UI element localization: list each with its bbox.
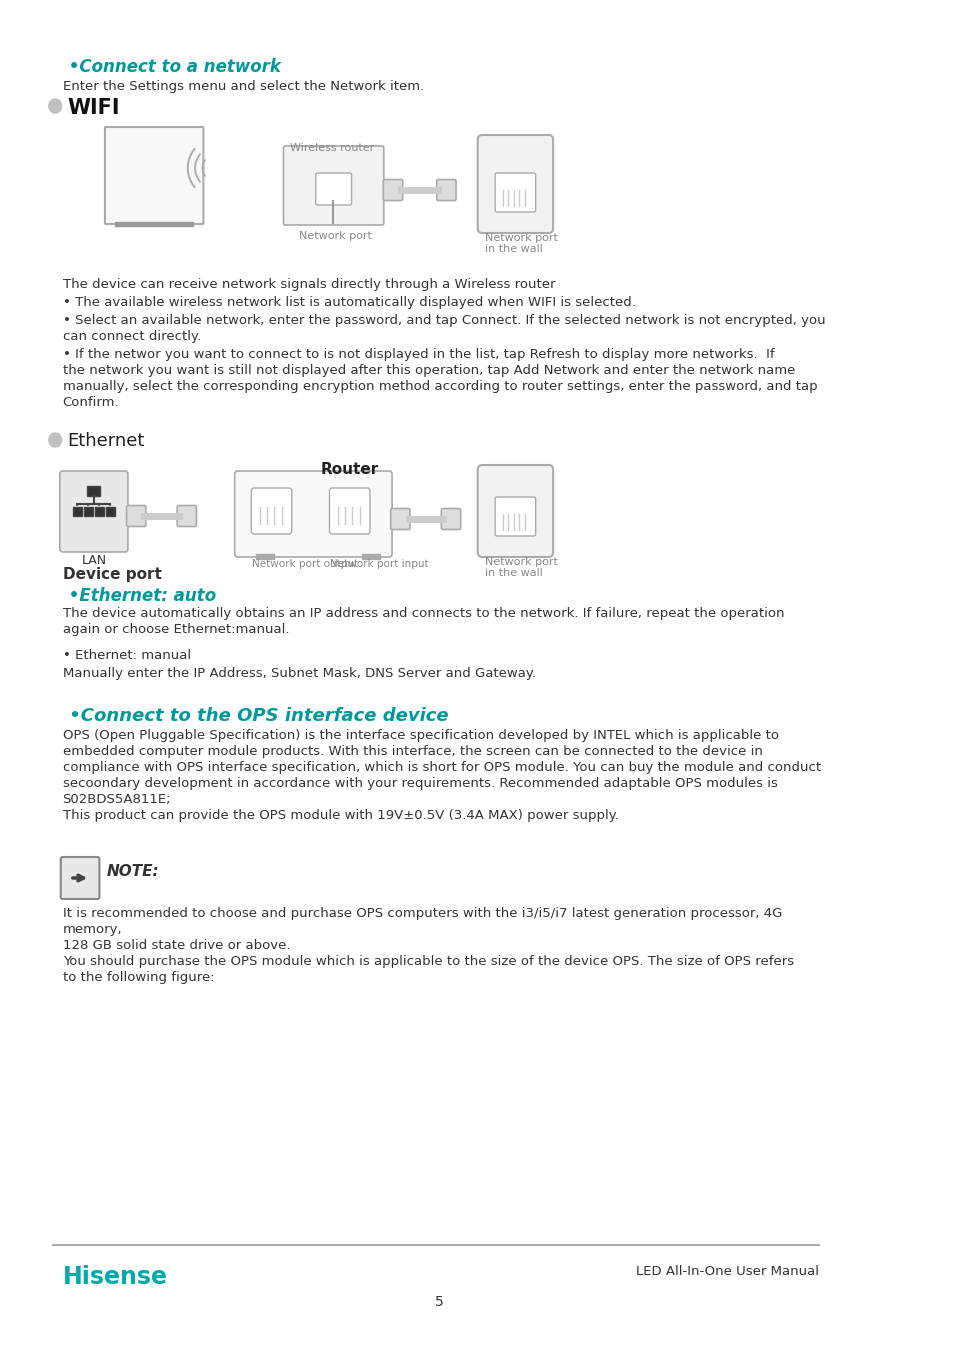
Text: LAN: LAN <box>81 554 107 568</box>
Text: •Connect to the OPS interface device: •Connect to the OPS interface device <box>63 706 448 725</box>
Text: in the wall: in the wall <box>484 568 542 578</box>
Bar <box>84 507 92 516</box>
FancyBboxPatch shape <box>477 135 553 233</box>
FancyBboxPatch shape <box>127 506 146 527</box>
FancyBboxPatch shape <box>329 488 370 534</box>
Text: can connect directly.: can connect directly. <box>63 330 200 342</box>
Text: secoondary development in accordance with your requirements. Recommended adaptab: secoondary development in accordance wit… <box>63 776 777 790</box>
Bar <box>106 507 115 516</box>
Text: •Connect to a network: •Connect to a network <box>63 58 280 75</box>
Text: • Ethernet: manual: • Ethernet: manual <box>63 648 191 662</box>
Text: • The available wireless network list is automatically displayed when WIFI is se: • The available wireless network list is… <box>63 297 635 309</box>
FancyBboxPatch shape <box>391 508 410 530</box>
FancyBboxPatch shape <box>383 179 402 201</box>
Text: Wireless router: Wireless router <box>290 143 374 154</box>
Text: Network port: Network port <box>484 557 558 568</box>
Text: Network port: Network port <box>484 233 558 243</box>
Text: •Ethernet: auto: •Ethernet: auto <box>63 586 215 605</box>
Circle shape <box>49 98 62 113</box>
Text: • Select an available network, enter the password, and tap Connect. If the selec: • Select an available network, enter the… <box>63 314 824 328</box>
Bar <box>255 554 274 559</box>
Text: Device port: Device port <box>63 568 161 582</box>
Text: You should purchase the OPS module which is applicable to the size of the device: You should purchase the OPS module which… <box>63 954 793 968</box>
FancyBboxPatch shape <box>251 488 292 534</box>
Text: WIFI: WIFI <box>67 98 119 119</box>
Text: The device automatically obtains an IP address and connects to the network. If f: The device automatically obtains an IP a… <box>63 607 783 620</box>
Text: to the following figure:: to the following figure: <box>63 971 214 984</box>
FancyBboxPatch shape <box>495 497 535 537</box>
Text: again or choose Ethernet:manual.: again or choose Ethernet:manual. <box>63 623 289 636</box>
Text: in the wall: in the wall <box>484 244 542 253</box>
FancyBboxPatch shape <box>315 173 352 205</box>
Text: Confirm.: Confirm. <box>63 396 119 408</box>
Text: LED All-In-One User Manual: LED All-In-One User Manual <box>636 1264 819 1278</box>
Text: 5: 5 <box>435 1295 443 1309</box>
Text: Network port: Network port <box>299 231 372 241</box>
Text: OPS (Open Pluggable Specification) is the interface specification developed by I: OPS (Open Pluggable Specification) is th… <box>63 729 778 741</box>
FancyBboxPatch shape <box>234 470 392 557</box>
Text: The device can receive network signals directly through a Wireless router: The device can receive network signals d… <box>63 278 555 291</box>
Text: manually, select the corresponding encryption method according to router setting: manually, select the corresponding encry… <box>63 380 817 394</box>
Bar <box>361 554 379 559</box>
Text: Hisense: Hisense <box>63 1264 168 1289</box>
Text: Manually enter the IP Address, Subnet Mask, DNS Server and Gateway.: Manually enter the IP Address, Subnet Ma… <box>63 667 535 679</box>
Text: NOTE:: NOTE: <box>107 864 159 879</box>
Text: • If the networ you want to connect to is not displayed in the list, tap Refresh: • If the networ you want to connect to i… <box>63 348 774 361</box>
FancyBboxPatch shape <box>436 179 456 201</box>
Text: Router: Router <box>320 462 378 477</box>
FancyBboxPatch shape <box>60 470 128 551</box>
FancyBboxPatch shape <box>441 508 460 530</box>
FancyBboxPatch shape <box>177 506 196 527</box>
FancyBboxPatch shape <box>477 465 553 557</box>
Bar <box>88 487 100 496</box>
Text: memory,: memory, <box>63 923 122 936</box>
FancyBboxPatch shape <box>495 173 535 212</box>
Bar <box>94 507 104 516</box>
Text: S02BDS5A811E;: S02BDS5A811E; <box>63 793 171 806</box>
Text: Network port output: Network port output <box>252 559 358 569</box>
Text: Network port input: Network port input <box>330 559 429 569</box>
FancyBboxPatch shape <box>61 857 99 899</box>
Text: the network you want is still not displayed after this operation, tap Add Networ: the network you want is still not displa… <box>63 364 794 377</box>
Text: compliance with OPS interface specification, which is short for OPS module. You : compliance with OPS interface specificat… <box>63 762 820 774</box>
Text: 128 GB solid state drive or above.: 128 GB solid state drive or above. <box>63 940 290 952</box>
FancyBboxPatch shape <box>105 127 203 224</box>
Text: It is recommended to choose and purchase OPS computers with the i3/i5/i7 latest : It is recommended to choose and purchase… <box>63 907 781 919</box>
Circle shape <box>49 433 62 448</box>
Bar <box>72 507 82 516</box>
Text: embedded computer module products. With this interface, the screen can be connec: embedded computer module products. With … <box>63 745 761 758</box>
Text: Enter the Settings menu and select the Network item.: Enter the Settings menu and select the N… <box>63 80 423 93</box>
Text: This product can provide the OPS module with 19V±0.5V (3.4A MAX) power supply.: This product can provide the OPS module … <box>63 809 618 822</box>
Bar <box>115 222 193 226</box>
Text: Ethernet: Ethernet <box>67 431 145 450</box>
FancyBboxPatch shape <box>283 146 383 225</box>
